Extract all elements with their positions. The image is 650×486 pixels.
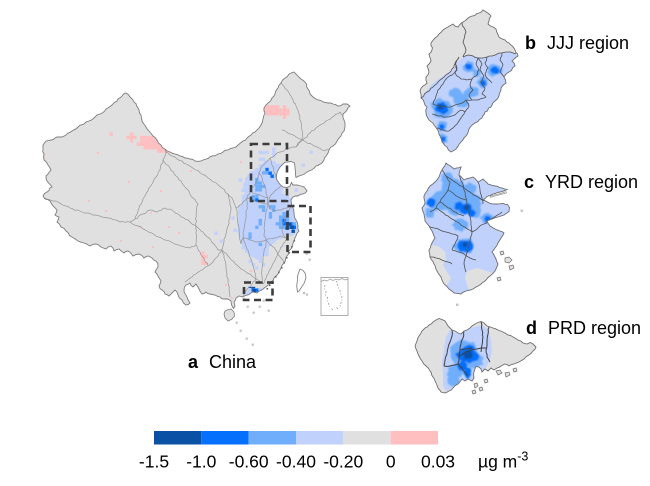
svg-text:-0.40: -0.40 bbox=[276, 452, 316, 472]
svg-text:-1.5: -1.5 bbox=[139, 452, 169, 472]
svg-text:µg m-3: µg m-3 bbox=[478, 450, 528, 472]
svg-text:-0.20: -0.20 bbox=[323, 452, 363, 472]
svg-text:-0.60: -0.60 bbox=[229, 452, 269, 472]
svg-text:-1.0: -1.0 bbox=[186, 452, 216, 472]
svg-text:0: 0 bbox=[386, 452, 396, 472]
svg-text:0.03: 0.03 bbox=[421, 452, 455, 472]
